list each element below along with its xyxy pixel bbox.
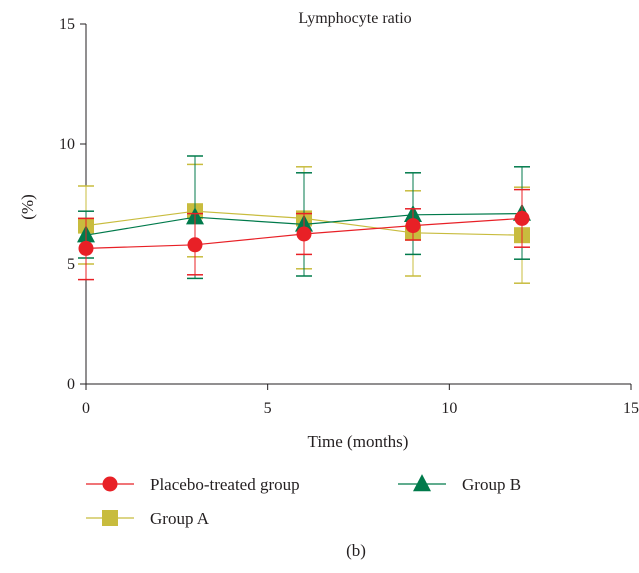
y-tick-label: 10 xyxy=(59,136,75,153)
y-axis-label: (%) xyxy=(18,194,37,219)
data-point xyxy=(405,218,421,234)
legend-label: Group B xyxy=(462,475,521,494)
legend-item-placebo-treated-group: Placebo-treated group xyxy=(86,475,300,494)
legend-item-group-a: Group A xyxy=(86,509,210,528)
data-point xyxy=(78,240,94,256)
x-tick-label: 15 xyxy=(623,400,639,417)
y-tick-label: 5 xyxy=(67,256,75,273)
legend-label: Group A xyxy=(150,509,210,528)
plot-area: 0 5 10 15 0 5 10 15 xyxy=(59,16,639,417)
legend-marker xyxy=(102,510,118,526)
legend-marker xyxy=(413,474,431,492)
chart-title: Lymphocyte ratio xyxy=(298,10,411,27)
data-point xyxy=(187,237,203,253)
x-tick-label: 5 xyxy=(264,400,272,417)
data-point xyxy=(296,226,312,242)
panel-label: (b) xyxy=(346,541,366,560)
legend-label: Placebo-treated group xyxy=(150,475,300,494)
x-axis-ticks: 0 5 10 15 xyxy=(82,384,639,417)
legend-item-group-b: Group B xyxy=(398,474,521,494)
data-point xyxy=(514,210,530,226)
x-tick-label: 0 xyxy=(82,400,90,417)
y-tick-label: 0 xyxy=(67,376,75,393)
y-tick-label: 15 xyxy=(59,16,75,33)
legend: Placebo-treated group Group B Group A xyxy=(86,474,521,528)
x-tick-label: 10 xyxy=(441,400,457,417)
y-axis-ticks: 0 5 10 15 xyxy=(59,16,86,393)
series-placebo-treated-group xyxy=(78,188,530,281)
legend-marker xyxy=(102,476,118,492)
x-axis-label: Time (months) xyxy=(308,432,409,451)
series-layer xyxy=(77,155,531,284)
